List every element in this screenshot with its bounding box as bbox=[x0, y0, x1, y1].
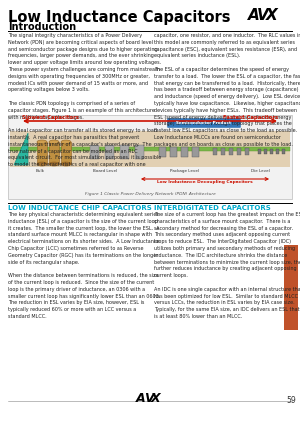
Bar bbox=[220, 148, 224, 155]
Ellipse shape bbox=[49, 140, 59, 144]
Text: The size of a current loop has the greatest impact on the ESL
characteristics of: The size of a current loop has the great… bbox=[154, 212, 300, 319]
Text: INTERDIGITATED CAPACITORS: INTERDIGITATED CAPACITORS bbox=[154, 205, 271, 211]
Text: Bulk: Bulk bbox=[35, 169, 44, 173]
Text: Package Level: Package Level bbox=[170, 169, 200, 173]
Bar bbox=[90, 145, 99, 159]
Bar bbox=[105, 145, 114, 159]
Text: Slowest Capacitors: Slowest Capacitors bbox=[22, 115, 79, 120]
Bar bbox=[282, 149, 285, 154]
Bar bbox=[170, 147, 177, 157]
Ellipse shape bbox=[61, 140, 71, 144]
Bar bbox=[270, 149, 273, 154]
Text: Die Level: Die Level bbox=[250, 169, 269, 173]
Text: LOW INDUCTANCE CHIP CAPACITORS: LOW INDUCTANCE CHIP CAPACITORS bbox=[8, 205, 152, 211]
Bar bbox=[49, 142, 59, 164]
Text: A: A bbox=[248, 8, 260, 23]
Bar bbox=[212, 148, 217, 155]
Bar bbox=[61, 142, 71, 164]
Bar bbox=[236, 148, 241, 155]
Bar bbox=[276, 149, 279, 154]
Text: Board Level: Board Level bbox=[93, 169, 117, 173]
Text: The signal integrity characteristics of a Power Delivery
Network (PDN) are becom: The signal integrity characteristics of … bbox=[8, 33, 161, 167]
Text: V: V bbox=[257, 8, 269, 23]
Bar bbox=[159, 147, 166, 157]
Text: Low Inductance Decoupling Capacitors: Low Inductance Decoupling Capacitors bbox=[157, 180, 253, 184]
Text: 59: 59 bbox=[286, 396, 296, 405]
Bar bbox=[192, 147, 199, 157]
Ellipse shape bbox=[37, 162, 47, 166]
Bar bbox=[135, 145, 144, 159]
Polygon shape bbox=[14, 133, 28, 165]
Text: Semiconductor Product: Semiconductor Product bbox=[176, 121, 232, 125]
Ellipse shape bbox=[49, 162, 59, 166]
Bar bbox=[244, 148, 248, 155]
Bar bbox=[10, 131, 290, 167]
Text: Low Inductance Capacitors: Low Inductance Capacitors bbox=[8, 10, 230, 25]
Ellipse shape bbox=[37, 140, 47, 144]
Text: Introduction: Introduction bbox=[8, 22, 76, 32]
Bar bbox=[120, 145, 129, 159]
Text: capacitor, one resistor, and one inductor.  The RLC values in
this model are com: capacitor, one resistor, and one inducto… bbox=[154, 33, 300, 147]
Text: The key physical characteristic determining equivalent series
inductance (ESL) o: The key physical characteristic determin… bbox=[8, 212, 160, 319]
Bar bbox=[264, 149, 267, 154]
Text: Fastest Capacitors: Fastest Capacitors bbox=[223, 115, 278, 120]
Bar bbox=[284, 245, 298, 330]
Text: Figure 1 Classic Power Delivery Network (PDN) Architecture: Figure 1 Classic Power Delivery Network … bbox=[85, 192, 215, 196]
FancyBboxPatch shape bbox=[167, 118, 241, 128]
Text: X: X bbox=[151, 392, 160, 405]
Bar bbox=[37, 142, 47, 164]
Bar bbox=[8, 115, 292, 199]
Text: A: A bbox=[136, 392, 146, 405]
Bar bbox=[10, 147, 290, 151]
Bar bbox=[181, 147, 188, 157]
Text: V: V bbox=[144, 392, 154, 405]
Ellipse shape bbox=[61, 162, 71, 166]
Bar bbox=[258, 149, 261, 154]
Bar bbox=[229, 148, 232, 155]
Text: X: X bbox=[266, 8, 278, 23]
